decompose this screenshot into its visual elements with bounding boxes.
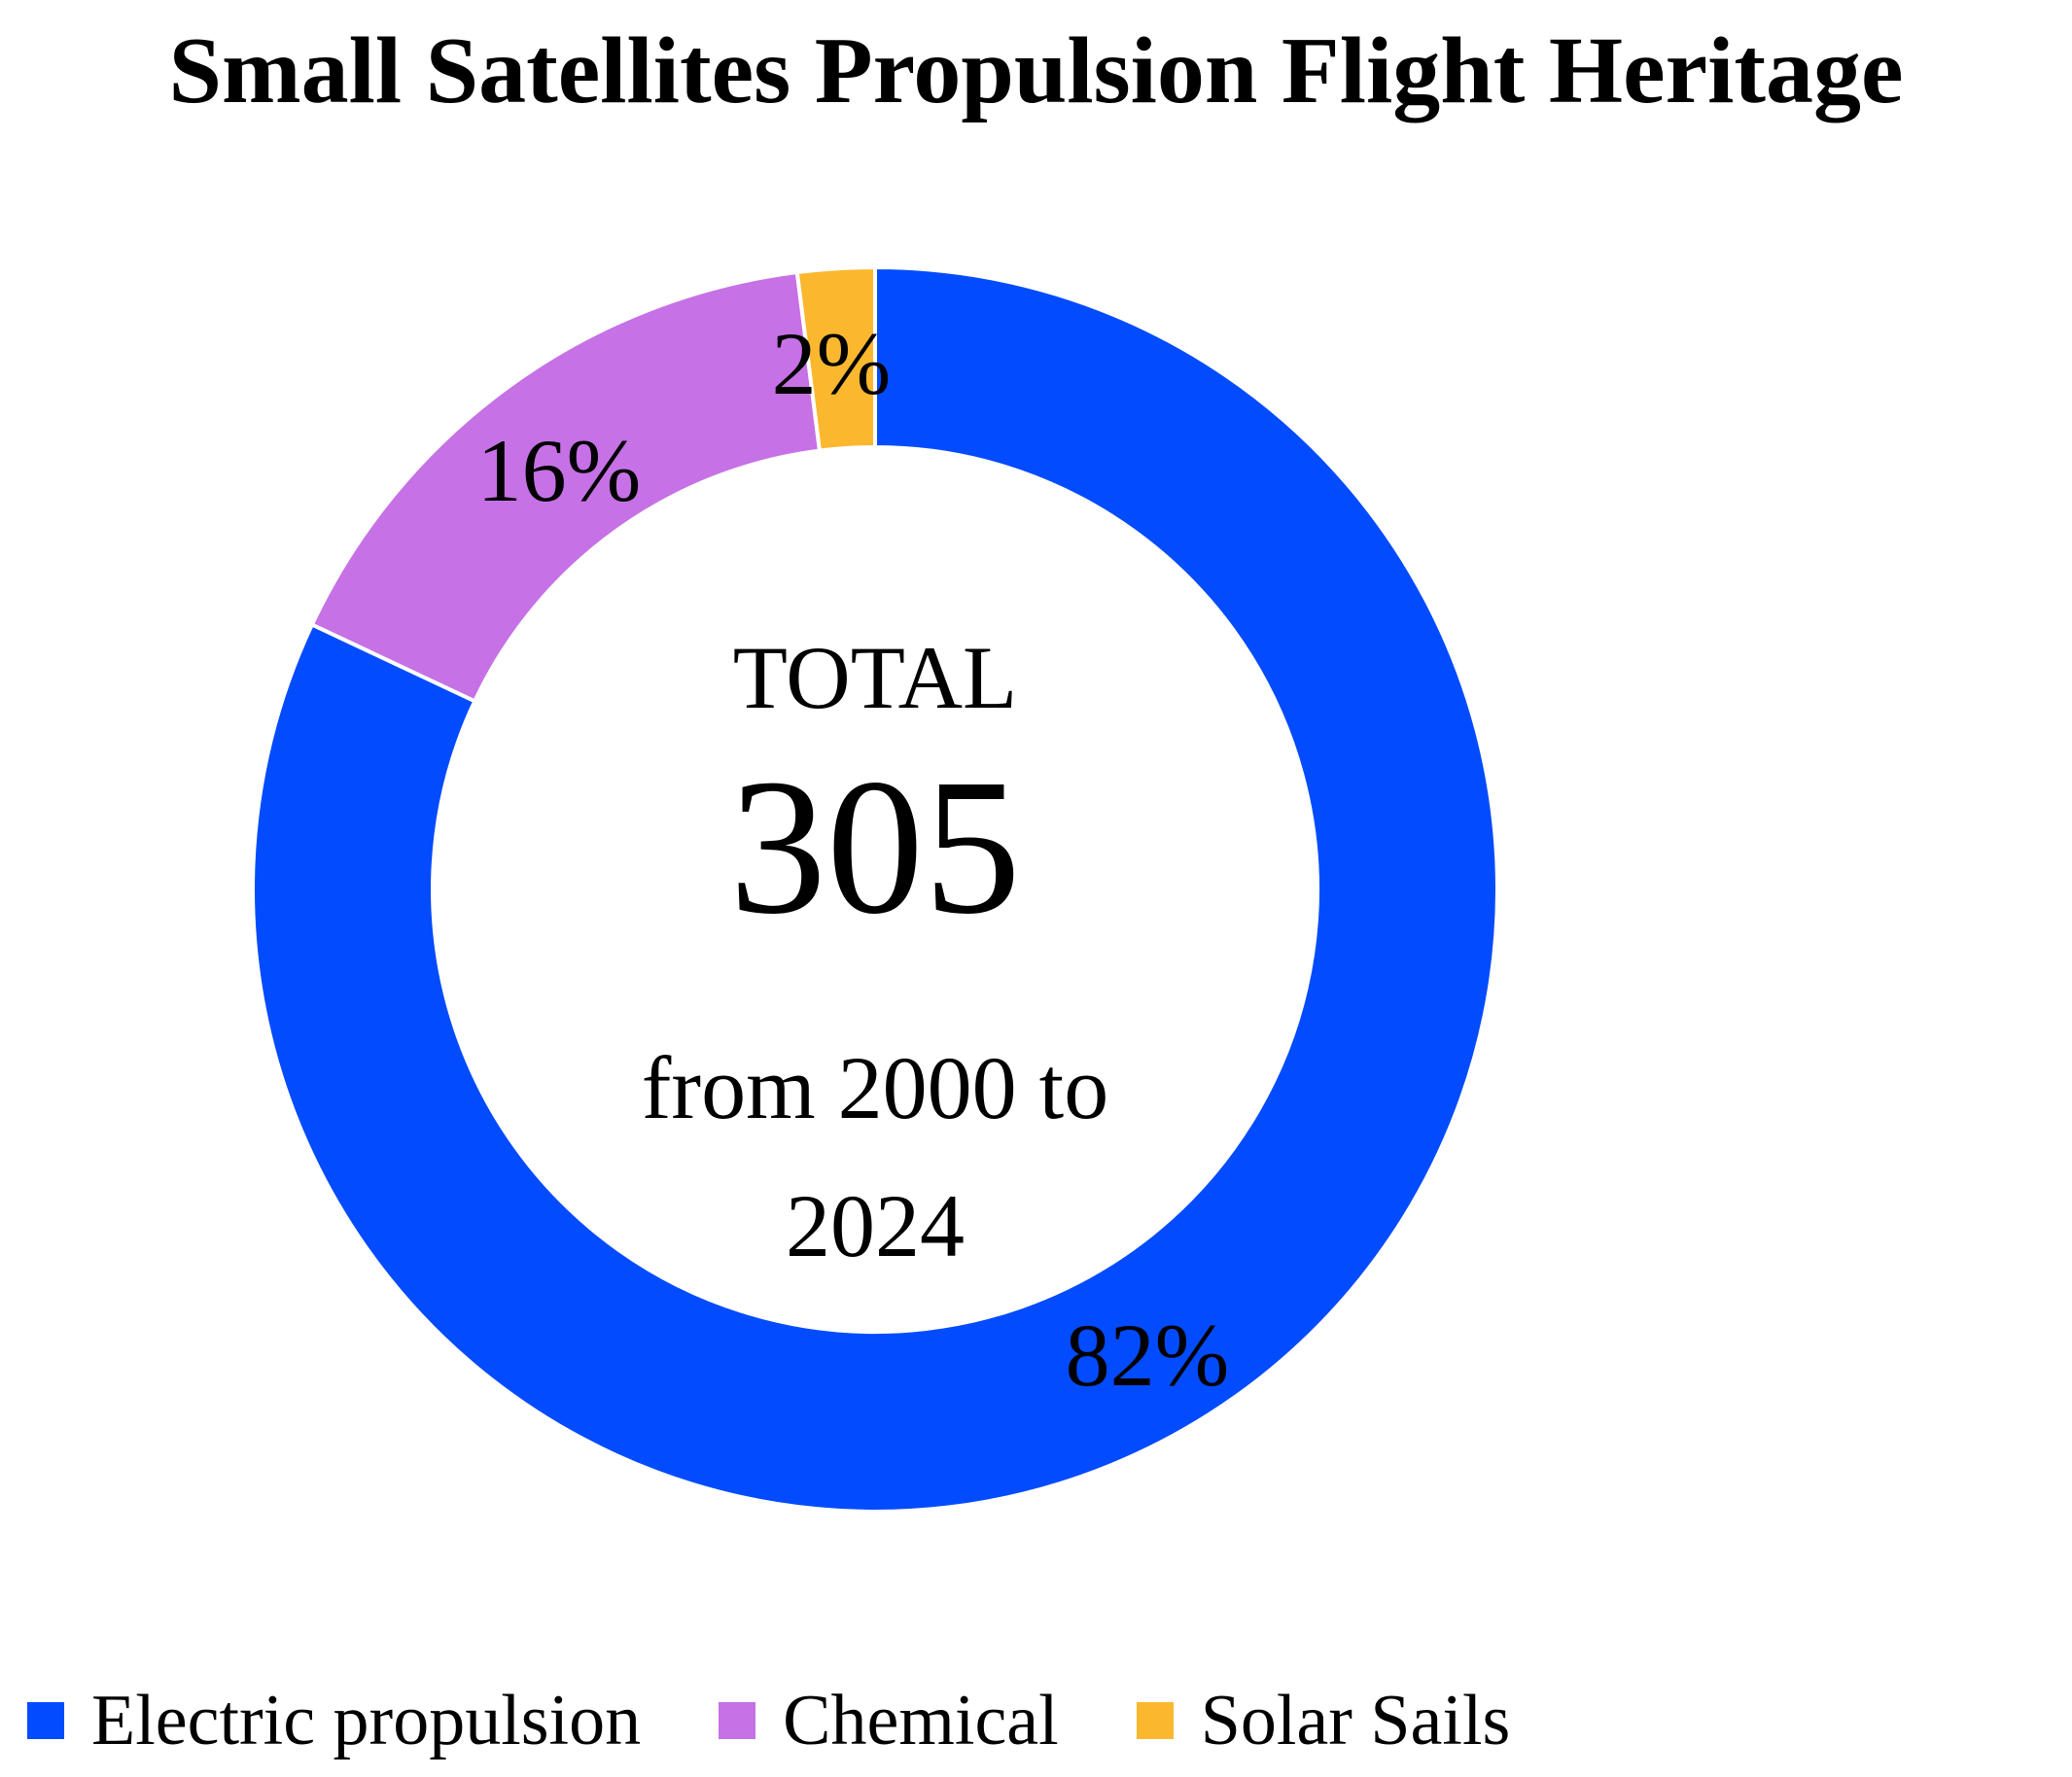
legend-item-electric-propulsion[interactable]: Electric propulsion <box>27 1680 641 1762</box>
legend-label-electric: Electric propulsion <box>91 1680 642 1760</box>
legend-label-chemical: Chemical <box>783 1680 1059 1760</box>
legend-swatch-electric <box>27 1702 64 1739</box>
legend-label-solar-sails: Solar Sails <box>1200 1680 1511 1760</box>
labels-layer: 82% 16% 2% <box>477 314 1230 1405</box>
center-total-value: 305 <box>729 740 1021 955</box>
data-label-electric-propulsion: 82% <box>1066 1306 1230 1405</box>
center-total-label: TOTAL <box>733 628 1017 727</box>
data-label-chemical: 16% <box>477 421 642 520</box>
slice-electric-propulsion[interactable] <box>251 264 1499 1514</box>
slice-chemical[interactable] <box>309 269 823 704</box>
center-period-line2: 2024 <box>786 1176 965 1275</box>
legend: Electric propulsion Chemical Solar Sails <box>27 1677 1588 1764</box>
legend-item-solar-sails[interactable]: Solar Sails <box>1136 1680 1511 1762</box>
data-label-solar-sails: 2% <box>772 314 892 413</box>
legend-swatch-solar-sails <box>1136 1702 1174 1739</box>
slices-layer <box>251 264 1499 1514</box>
legend-item-chemical[interactable]: Chemical <box>719 1680 1059 1762</box>
legend-swatch-chemical <box>719 1702 756 1739</box>
center-period-line1: from 2000 to <box>642 1038 1108 1137</box>
slice-solar-sails[interactable] <box>794 264 877 453</box>
chart-title: Small Satellites Propulsion Flight Herit… <box>168 18 1904 123</box>
